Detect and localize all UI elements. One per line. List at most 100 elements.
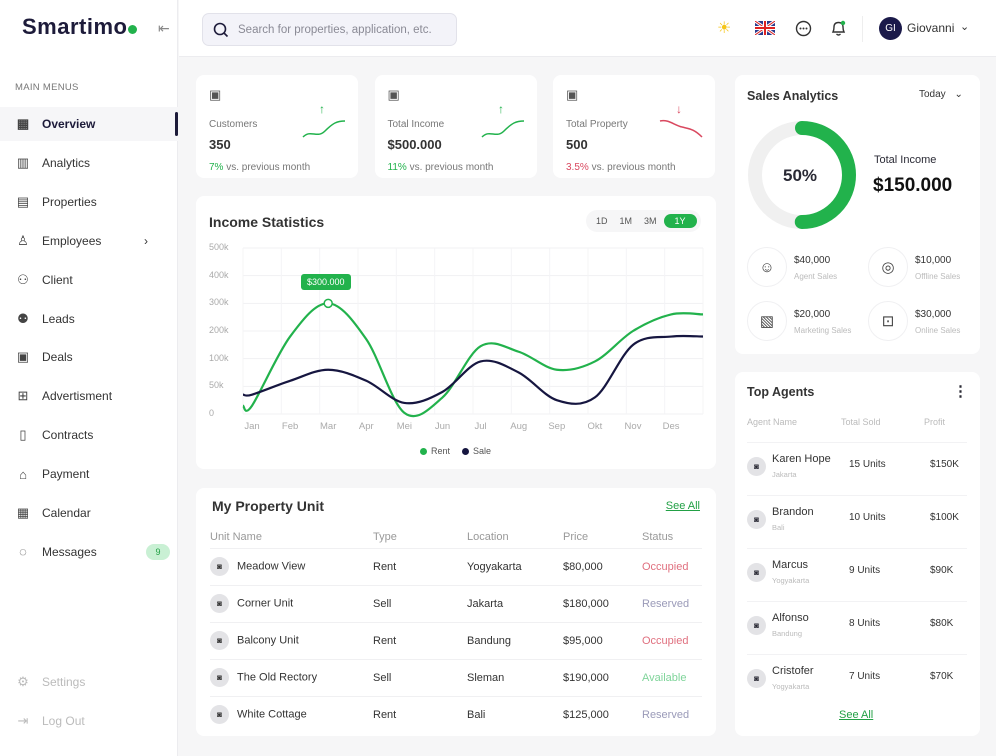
x-tick-label: Jun xyxy=(434,421,451,432)
x-tick-label: Nov xyxy=(624,421,642,432)
chart-tooltip: $300.000 xyxy=(301,274,351,290)
user-menu-chevron-down-icon[interactable]: ⌄ xyxy=(960,21,970,33)
table-row[interactable]: ◙ Meadow View Rent Yogyakarta $80,000 Occ… xyxy=(210,547,702,585)
language-uk-flag-icon[interactable] xyxy=(755,21,775,35)
agent-row[interactable]: ◙ Alfonso Bandung 8 Units $80K xyxy=(747,601,967,654)
bar-chart-icon: ▥ xyxy=(16,154,30,170)
unit-name: Balcony Unit xyxy=(237,634,299,647)
unit-price: $190,000 xyxy=(563,658,642,696)
agent-row[interactable]: ◙ Cristofer Yogyakarta 7 Units $70K xyxy=(747,654,967,707)
agent-units: 9 Units xyxy=(849,565,881,576)
stat-change: 3.5% xyxy=(566,162,589,173)
legend-rent[interactable]: Rent xyxy=(420,446,450,456)
unit-price: $80,000 xyxy=(563,547,642,585)
sidebar-item-properties[interactable]: ▤ Properties xyxy=(0,185,178,219)
total-income-value: $150.000 xyxy=(873,175,953,196)
range-1y-button[interactable]: 1Y xyxy=(663,214,697,228)
agent-row[interactable]: ◙ Marcus Yogyakarta 9 Units $90K xyxy=(747,548,967,601)
user-icon: ♙ xyxy=(17,232,29,248)
sidebar-item-advertisment[interactable]: ⊞ Advertisment xyxy=(0,379,178,413)
sidebar-item-calendar[interactable]: ▦ Calendar xyxy=(0,496,178,530)
collapse-sidebar-icon[interactable]: ⇤ xyxy=(158,20,170,36)
sidebar-item-analytics[interactable]: ▥ Analytics xyxy=(0,146,178,180)
donut-progress xyxy=(748,121,856,229)
sidebar: Smartimo ⇤ MAIN MENUS ▦ Overview ▥ Analyti… xyxy=(0,0,178,756)
sidebar-item-settings[interactable]: ⚙ Settings xyxy=(0,665,178,699)
logo[interactable]: Smartimo xyxy=(22,14,138,40)
sidebar-item-label: Messages xyxy=(42,544,97,559)
sidebar-item-overview[interactable]: ▦ Overview xyxy=(0,107,178,141)
agent-icon: ☺ xyxy=(747,247,787,287)
table-row[interactable]: ◙ Corner Unit Sell Jakarta $180,000 Reser… xyxy=(210,584,702,622)
sidebar-item-leads[interactable]: ⚉ Leads xyxy=(0,302,178,336)
search-bar[interactable] xyxy=(202,13,457,46)
legend-sale[interactable]: Sale xyxy=(462,446,491,456)
y-tick-label: 200k xyxy=(209,325,229,335)
range-3m-button[interactable]: 3M xyxy=(644,216,657,226)
y-tick-label: 0 xyxy=(209,408,215,418)
notification-bell-icon[interactable] xyxy=(830,19,847,42)
sidebar-item-label: Calendar xyxy=(42,506,91,520)
gear-icon: ⚙ xyxy=(17,674,29,689)
range-1m-button[interactable]: 1M xyxy=(619,216,633,226)
property-image-icon: ◙ xyxy=(210,631,229,650)
y-tick-label: 400k xyxy=(209,269,229,280)
x-tick-label: Apr xyxy=(358,421,374,432)
unit-location: Sleman xyxy=(467,658,563,696)
sales-item-label: Marketing Sales xyxy=(794,326,852,335)
property-image-icon: ◙ xyxy=(210,668,229,687)
unit-type: Rent xyxy=(373,695,467,733)
sidebar-item-employees[interactable]: ♙ Employees › xyxy=(0,224,178,258)
user-avatar[interactable]: GI xyxy=(879,17,902,40)
stat-change-text: vs. previous month xyxy=(226,162,311,173)
property-see-all-link[interactable]: See All xyxy=(665,500,700,512)
agent-profit: $90K xyxy=(930,565,954,576)
stat-icon: ▣ xyxy=(387,87,400,102)
table-row[interactable]: ◙ White Cottage Rent Bali $125,000 Reserv… xyxy=(210,695,702,733)
range-1d-button[interactable]: 1D xyxy=(596,216,608,226)
agent-row[interactable]: ◙ Karen Hope Jakarta 15 Units $150K xyxy=(747,442,967,495)
agents-col-sold: Total Sold xyxy=(841,417,881,427)
sidebar-item-client[interactable]: ⚇ Client xyxy=(0,263,178,297)
series-line-sale xyxy=(242,334,704,405)
unit-name: Meadow View xyxy=(237,560,306,573)
agent-avatar: ◙ xyxy=(747,457,766,476)
stat-change-text: vs. previous month xyxy=(591,162,676,173)
messages-chat-icon[interactable] xyxy=(795,20,812,42)
sidebar-item-payment[interactable]: ⌂ Payment xyxy=(0,457,178,491)
income-line-chart xyxy=(241,247,704,418)
sales-item-value: $40,000 xyxy=(794,255,831,266)
agent-row[interactable]: ◙ Brandon Bali 10 Units $100K xyxy=(747,495,967,548)
chevron-right-icon: › xyxy=(144,233,148,248)
theme-toggle-sun-icon[interactable]: ☀ xyxy=(717,20,732,37)
unit-type: Rent xyxy=(373,547,467,585)
sidebar-item-messages[interactable]: ◌ Messages 9 xyxy=(0,535,178,569)
agent-city: Jakarta xyxy=(772,470,797,479)
sales-donut-chart xyxy=(748,121,856,229)
x-tick-label: Sep xyxy=(548,421,566,432)
online-icon: ⊡ xyxy=(868,301,908,341)
column-header: Type xyxy=(373,530,397,543)
legend-rent-swatch xyxy=(420,447,427,455)
sidebar-item-label: Payment xyxy=(42,467,90,482)
period-dropdown[interactable]: Today ⌄ xyxy=(919,89,963,100)
sidebar-item-contracts[interactable]: ▯ Contracts xyxy=(0,418,178,452)
unit-status: Reserved xyxy=(642,695,702,733)
search-input[interactable] xyxy=(238,23,448,36)
document-icon: ▯ xyxy=(19,427,27,443)
table-row[interactable]: ◙ The Old Rectory Sell Sleman $190,000 Av… xyxy=(210,658,702,696)
agents-col-profit: Profit xyxy=(924,417,946,427)
table-row[interactable]: ◙ Balcony Unit Rent Bandung $95,000 Occup… xyxy=(210,621,702,659)
sidebar-item-log-out[interactable]: ⇥ Log Out xyxy=(0,704,178,738)
menu-section-title: MAIN MENUS xyxy=(15,82,79,93)
agents-see-all-link[interactable]: See All xyxy=(839,709,874,721)
user-name[interactable]: Giovanni xyxy=(907,21,955,35)
sidebar-item-deals[interactable]: ▣ Deals xyxy=(0,340,178,374)
unit-price: $95,000 xyxy=(563,621,642,659)
unit-name: The Old Rectory xyxy=(237,671,318,684)
agent-name: Cristofer xyxy=(772,665,814,677)
sidebar-item-label: Employees xyxy=(42,233,102,248)
agent-units: 15 Units xyxy=(849,459,886,470)
more-options-icon[interactable]: ⋮ xyxy=(953,383,968,400)
calendar-icon: ▦ xyxy=(16,505,30,520)
